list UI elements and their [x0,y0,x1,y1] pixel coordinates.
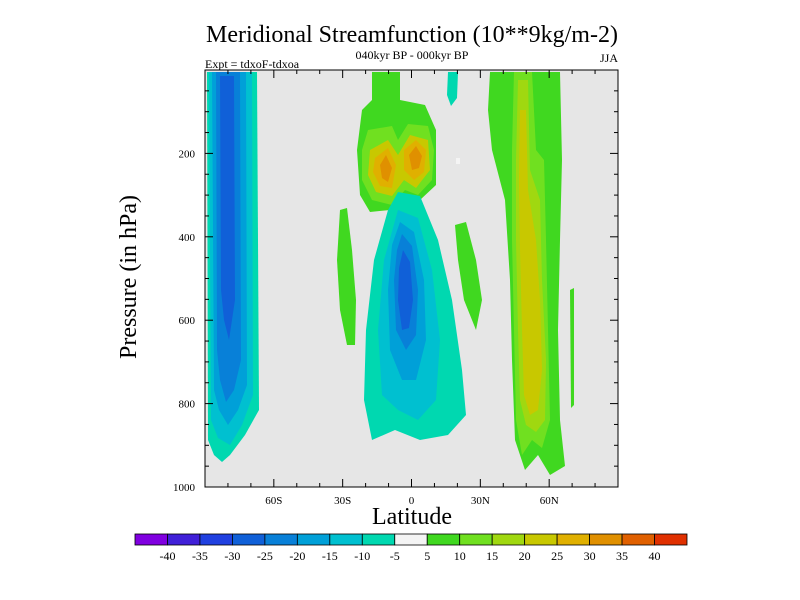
colorbar-label: 5 [424,549,430,563]
colorbar-label: 40 [649,549,661,563]
colorbar-swatch [491,533,526,546]
contour-fill-white-speck [456,158,460,164]
contour-fill-trop-neg-4 [398,250,413,330]
y-tick-label: 800 [179,399,196,411]
colorbar: -40 -35 -30 -25 -20 -15 -10 -5 5 10 15 20 25 30 35 40 [134,533,688,563]
colorbar-label: -30 [224,549,240,563]
colorbar-label: 35 [616,549,628,563]
colorbar-swatch [232,533,266,546]
chart-subtitle: 040kyr BP - 000kyr BP [356,48,469,62]
x-axis-label: Latitude [372,504,452,530]
x-axis: 60S 30S 0 30N 60N [227,70,596,507]
colorbar-label: -10 [354,549,370,563]
contour-fill-upper-pos-core-e [409,146,422,170]
colorbar-swatch [167,533,201,546]
y-tick-label: 600 [179,315,196,327]
contour-fill-trop-pos-right [455,222,482,330]
colorbar-swatch [654,533,688,546]
colorbar-label: -40 [159,549,175,563]
colorbar-label: 15 [486,549,498,563]
colorbar-label: 20 [519,549,531,563]
colorbar-label: -15 [322,549,338,563]
colorbar-label: 30 [584,549,596,563]
colorbar-swatch [589,533,623,546]
colorbar-label: -25 [257,549,273,563]
x-tick-label: 60N [540,495,559,507]
y-tick-label: 200 [179,148,196,160]
colorbar-swatch [296,533,331,546]
colorbar-swatch [361,533,396,546]
y-tick-label: 400 [179,232,196,244]
plot-area [204,69,619,488]
contour-fill-upper-pos-core-w [380,155,392,182]
y-tick-label: 1000 [173,482,196,494]
colorbar-label: 10 [454,549,466,563]
x-tick-label: 30N [471,495,490,507]
contour-fill-south-neg-4 [220,76,235,340]
colorbar-swatch [524,533,558,546]
y-axis-label: Pressure (in hPa) [116,195,142,359]
colorbar-label: -20 [289,549,305,563]
contour-fill-north-speck [570,288,574,408]
season-label: JJA [600,51,618,65]
contour-fill-north-pos-3 [519,110,542,415]
colorbar-swatch [329,533,363,546]
colorbar-swatch [621,533,655,546]
contour-fill-south-pos-strip [337,208,356,345]
x-tick-label: 60S [265,495,282,507]
colorbar-swatch [134,533,168,546]
colorbar-swatch [459,533,493,546]
contour-fill-cyan-top [447,72,458,106]
colorbar-swatch [394,533,428,546]
colorbar-label: -35 [192,549,208,563]
colorbar-swatch [426,533,461,546]
colorbar-swatch [199,533,233,546]
chart-title: Meridional Streamfunction (10**9kg/m-2) [206,22,618,48]
colorbar-swatch [556,533,590,546]
y-axis: 200 400 600 800 1000 [173,90,618,494]
colorbar-swatch [264,533,298,546]
colorbar-label: 25 [551,549,563,563]
experiment-label: Expt = tdxoF-tdxoa [205,57,300,71]
x-tick-label: 30S [334,495,351,507]
x-tick-label: 0 [409,495,415,507]
colorbar-label: -5 [390,549,400,563]
